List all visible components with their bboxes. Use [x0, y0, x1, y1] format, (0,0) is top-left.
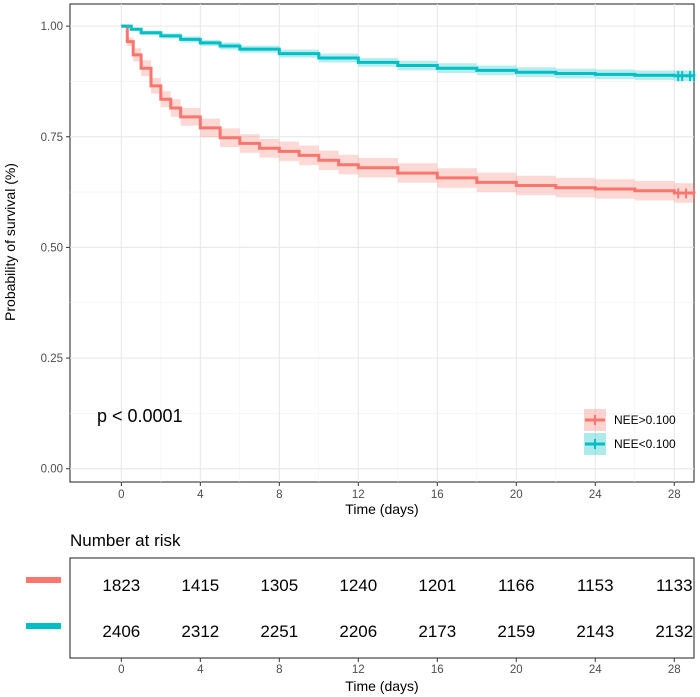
confidence-band: [121, 26, 695, 82]
risk-x-tick-label: 28: [668, 664, 681, 676]
risk-count: 1415: [181, 576, 219, 595]
risk-x-tick-label: 24: [589, 664, 602, 676]
risk-count: 1201: [418, 576, 456, 595]
plot-border: [69, 3, 695, 483]
risk-count: 1166: [498, 576, 535, 595]
y-tick-label: 1.00: [41, 21, 63, 33]
p-value-annotation: p < 0.0001: [97, 406, 183, 426]
risk-count: 2143: [576, 622, 614, 641]
risk-x-tick-label: 4: [197, 664, 204, 676]
risk-count: 2173: [418, 622, 456, 641]
risk-count: 1153: [577, 576, 614, 595]
x-tick-label: 24: [589, 489, 602, 501]
risk-count: 2159: [497, 622, 535, 641]
risk-count: 2251: [260, 622, 298, 641]
risk-count: 1240: [339, 576, 377, 595]
risk-x-tick-label: 20: [510, 664, 523, 676]
risk-x-axis-title: Time (days): [345, 678, 418, 694]
risk-row-color-key: [26, 577, 61, 583]
risk-table-border: [69, 557, 695, 659]
survival-curve: [121, 24, 696, 78]
risk-x-tick-label: 16: [431, 664, 444, 676]
risk-row-nee-high: 1823 1415 1305 1240 1201 1166 1153 1133: [26, 576, 693, 595]
x-tick-label: 8: [276, 489, 282, 501]
legend: NEE>0.100 NEE<0.100: [584, 409, 676, 455]
series-nee-high: [121, 24, 696, 204]
risk-row-nee-low: 2406 2312 2251 2206 2173 2159 2143 2132: [26, 622, 693, 641]
x-tick-label: 12: [352, 489, 365, 501]
risk-count: 1823: [102, 576, 140, 595]
risk-count: 1133: [656, 576, 693, 595]
x-tick-label: 16: [431, 489, 444, 501]
survival-plot-panel: 0 4 8 12 16 20 24 28 0.00 0.25 0.50 0.75 1.00: [41, 3, 696, 501]
risk-count: 2312: [181, 622, 219, 641]
legend-label-nee-low: NEE<0.100: [614, 437, 676, 451]
survival-curve: [121, 24, 696, 195]
risk-x-tick-label: 12: [352, 664, 365, 676]
series-nee-low: [121, 24, 696, 82]
risk-count: 1305: [260, 576, 298, 595]
risk-count: 2206: [339, 622, 377, 641]
y-tick-label: 0.75: [41, 132, 63, 144]
risk-table-title: Number at risk: [70, 531, 181, 550]
x-tick-label: 20: [510, 489, 523, 501]
y-tick-label: 0.00: [41, 464, 63, 476]
y-tick-label: 0.25: [41, 353, 63, 365]
legend-label-nee-high: NEE>0.100: [614, 413, 676, 427]
risk-row-color-key: [26, 623, 61, 629]
minor-grid: [70, 4, 694, 482]
x-tick-label: 28: [668, 489, 681, 501]
y-tick-label: 0.50: [41, 242, 63, 254]
x-axis-title: Time (days): [345, 501, 418, 517]
x-tick-label: 4: [197, 489, 204, 501]
confidence-band: [121, 26, 695, 204]
risk-x-tick-label: 8: [276, 664, 282, 676]
risk-count: 2132: [655, 622, 693, 641]
major-grid: [70, 4, 694, 482]
y-axis-title: Probability of survival (%): [2, 163, 18, 321]
risk-count: 2406: [102, 622, 140, 641]
risk-x-tick-label: 0: [118, 664, 124, 676]
x-tick-label: 0: [118, 489, 124, 501]
